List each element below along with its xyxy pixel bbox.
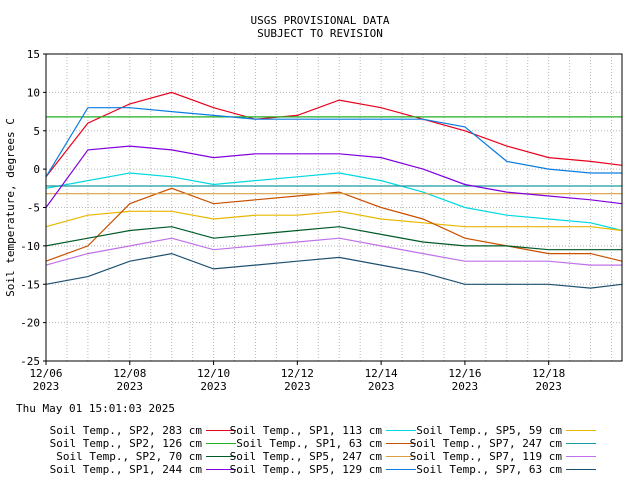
legend-label: Soil Temp., SP2, 70 cm <box>56 450 202 463</box>
x-tick-year-label: 2023 <box>284 380 311 393</box>
series-line-3 <box>45 210 623 232</box>
legend-label: Soil Temp., SP2, 126 cm <box>49 437 202 450</box>
legend-swatch <box>566 443 596 444</box>
legend-label: Soil Temp., SP7, 119 cm <box>409 450 562 463</box>
legend-swatch <box>206 430 236 431</box>
legend-swatch <box>206 469 236 470</box>
legend-swatch <box>566 430 596 431</box>
x-tick-label: 12/10 <box>197 367 230 380</box>
chart-title-line-1: USGS PROVISIONAL DATA <box>250 14 390 27</box>
x-tick-label: 12/14 <box>365 367 398 380</box>
series-line-11 <box>45 107 622 178</box>
y-tick-label: 15 <box>27 48 40 61</box>
series-line-12 <box>45 252 623 289</box>
series-line-9 <box>45 237 622 266</box>
legend-label: Soil Temp., SP5, 247 cm <box>229 450 382 463</box>
legend-label: Soil Temp., SP1, 63 cm <box>236 437 382 450</box>
legend-swatch <box>206 443 236 444</box>
y-axis-label: Soil temperature, degrees C <box>4 118 17 297</box>
series-line-5 <box>45 187 623 262</box>
legend-label: Soil Temp., SP5, 59 cm <box>416 424 562 437</box>
series-line-7 <box>45 226 622 251</box>
series-line-1 <box>45 91 623 178</box>
x-tick-year-label: 2023 <box>368 380 395 393</box>
chart-title-line-2: SUBJECT TO REVISION <box>257 27 383 40</box>
x-tick-label: 12/18 <box>532 367 565 380</box>
y-tick-label: -15 <box>20 278 40 291</box>
legend-label: Soil Temp., SP2, 283 cm <box>49 424 202 437</box>
legend-swatch <box>386 456 416 457</box>
legend-swatch <box>386 430 416 431</box>
legend-label: Soil Temp., SP1, 244 cm <box>49 463 202 476</box>
x-tick-year-label: 2023 <box>200 380 227 393</box>
legend-item-9: Soil Temp., SP7, 119 cm <box>376 450 596 463</box>
x-tick-year-label: 2023 <box>117 380 144 393</box>
x-tick-year-label: 2023 <box>535 380 562 393</box>
y-tick-label: -5 <box>27 202 40 215</box>
chart-area: -25-20-15-10-505101512/06202312/08202312… <box>4 48 623 393</box>
legend-item-1: Soil Temp., SP2, 283 cm <box>16 424 236 437</box>
y-tick-label: 5 <box>33 125 40 138</box>
legend-item-7: Soil Temp., SP2, 70 cm <box>16 450 236 463</box>
legend-item-6: Soil Temp., SP7, 247 cm <box>376 437 596 450</box>
legend-swatch <box>206 456 236 457</box>
legend-item-2: Soil Temp., SP1, 113 cm <box>196 424 416 437</box>
x-tick-year-label: 2023 <box>33 380 60 393</box>
series-line-2 <box>45 172 623 232</box>
legend-label: Soil Temp., SP1, 113 cm <box>229 424 382 437</box>
y-tick-label: -25 <box>20 355 40 368</box>
x-tick-label: 12/12 <box>281 367 314 380</box>
legend-swatch <box>566 456 596 457</box>
legend-item-4: Soil Temp., SP2, 126 cm <box>16 437 236 450</box>
legend-item-5: Soil Temp., SP1, 63 cm <box>196 437 416 450</box>
legend-item-10: Soil Temp., SP1, 244 cm <box>16 463 236 476</box>
series-line-10 <box>45 145 623 208</box>
legend-swatch <box>566 469 596 470</box>
legend-item-8: Soil Temp., SP5, 247 cm <box>196 450 416 463</box>
legend-label: Soil Temp., SP7, 247 cm <box>409 437 562 450</box>
legend-item-3: Soil Temp., SP5, 59 cm <box>376 424 596 437</box>
x-tick-label: 12/08 <box>113 367 146 380</box>
legend-label: Soil Temp., SP7, 63 cm <box>416 463 562 476</box>
y-tick-label: 0 <box>33 163 40 176</box>
y-tick-label: -20 <box>20 317 40 330</box>
generated-timestamp: Thu May 01 15:01:03 2025 <box>16 402 175 415</box>
legend-swatch <box>386 443 416 444</box>
legend-label: Soil Temp., SP5, 129 cm <box>229 463 382 476</box>
legend-item-12: Soil Temp., SP7, 63 cm <box>376 463 596 476</box>
y-tick-label: 10 <box>27 86 40 99</box>
x-tick-label: 12/06 <box>29 367 62 380</box>
legend-swatch <box>386 469 416 470</box>
legend-item-11: Soil Temp., SP5, 129 cm <box>196 463 416 476</box>
x-tick-label: 12/16 <box>448 367 481 380</box>
plot-frame <box>45 53 623 362</box>
y-tick-label: -10 <box>20 240 40 253</box>
x-tick-year-label: 2023 <box>452 380 479 393</box>
